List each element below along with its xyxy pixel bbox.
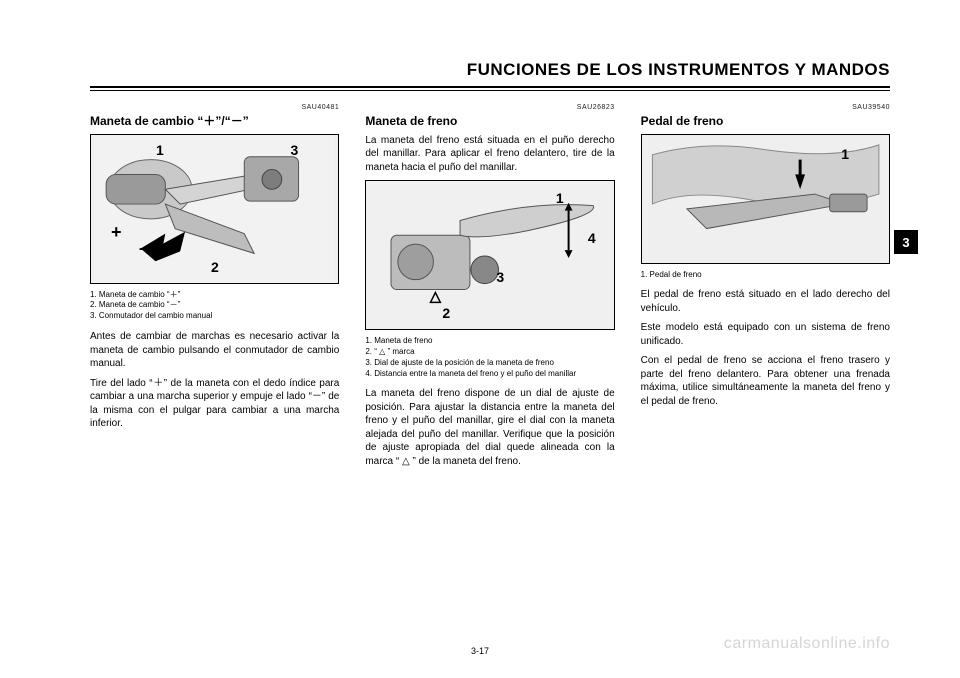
body-paragraph: Tire del lado “＋” de la maneta con el de… bbox=[90, 377, 339, 431]
figure-captions: 1. Maneta de cambio “＋” 2. Maneta de cam… bbox=[90, 290, 339, 322]
body-paragraph: La maneta del freno está situada en el p… bbox=[365, 134, 614, 175]
caption-item: 1. Pedal de freno bbox=[641, 270, 890, 281]
chapter-title: FUNCIONES DE LOS INSTRUMENTOS Y MANDOS bbox=[90, 60, 890, 88]
figure-brake-lever: 1 4 3 2 bbox=[365, 180, 614, 330]
column-2: SAU26823 Maneta de freno La maneta del f… bbox=[365, 103, 614, 474]
callout-minus: – bbox=[139, 236, 149, 260]
callout-2: 2 bbox=[442, 304, 450, 323]
ref-code: SAU26823 bbox=[365, 103, 614, 112]
callout-3: 3 bbox=[496, 268, 504, 287]
body-paragraph: El pedal de freno está situado en el lad… bbox=[641, 288, 890, 315]
figure-brake-pedal: 1 bbox=[641, 134, 890, 264]
column-1: SAU40481 Maneta de cambio “＋”/“－” bbox=[90, 103, 339, 474]
caption-item: 3. Dial de ajuste de la posición de la m… bbox=[365, 358, 614, 369]
caption-item: 4. Distancia entre la maneta del freno y… bbox=[365, 369, 614, 380]
callout-1: 1 bbox=[556, 189, 564, 208]
watermark: carmanualsonline.info bbox=[724, 635, 890, 653]
caption-item: 1. Maneta de cambio “＋” bbox=[90, 290, 339, 301]
callout-1: 1 bbox=[156, 141, 164, 160]
side-tab: 3 bbox=[894, 230, 918, 254]
section-title: Pedal de freno bbox=[641, 113, 890, 129]
figure-captions: 1. Pedal de freno bbox=[641, 270, 890, 281]
caption-item: 2. Maneta de cambio “－” bbox=[90, 300, 339, 311]
caption-item: 1. Maneta de freno bbox=[365, 336, 614, 347]
body-paragraph: La maneta del freno dispone de un dial d… bbox=[365, 387, 614, 468]
figure-shift-lever: 1 3 2 + – bbox=[90, 134, 339, 284]
section-title: Maneta de freno bbox=[365, 113, 614, 129]
ref-code: SAU39540 bbox=[641, 103, 890, 112]
body-paragraph: Antes de cambiar de marchas es necesario… bbox=[90, 330, 339, 371]
body-paragraph: Este modelo está equipado con un sistema… bbox=[641, 321, 890, 348]
page: FUNCIONES DE LOS INSTRUMENTOS Y MANDOS 3… bbox=[0, 0, 960, 678]
content-columns: SAU40481 Maneta de cambio “＋”/“－” bbox=[90, 103, 890, 474]
section-title: Maneta de cambio “＋”/“－” bbox=[90, 113, 339, 129]
ref-code: SAU40481 bbox=[90, 103, 339, 112]
rule bbox=[90, 90, 890, 91]
body-paragraph: Con el pedal de freno se acciona el fren… bbox=[641, 354, 890, 408]
caption-item: 2. “ △ ” marca bbox=[365, 347, 614, 358]
callout-2: 2 bbox=[211, 258, 219, 277]
callout-4: 4 bbox=[588, 229, 596, 248]
callout-plus: + bbox=[111, 220, 122, 244]
callout-3: 3 bbox=[291, 141, 299, 160]
column-3: SAU39540 Pedal de freno 1 1. Pedal de bbox=[641, 103, 890, 474]
figure-captions: 1. Maneta de freno 2. “ △ ” marca 3. Dia… bbox=[365, 336, 614, 379]
callout-1: 1 bbox=[841, 145, 849, 164]
caption-item: 3. Conmutador del cambio manual bbox=[90, 311, 339, 322]
